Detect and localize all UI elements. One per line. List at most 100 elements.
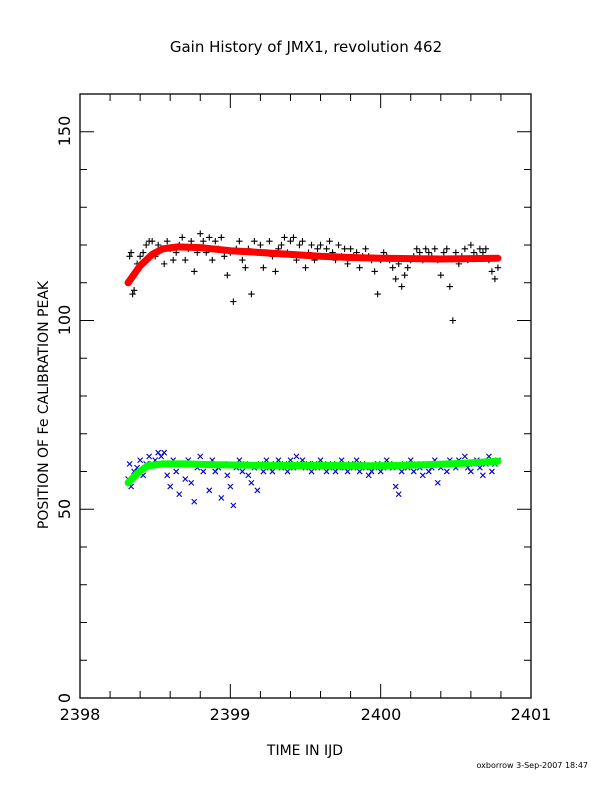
y-axis-label: POSITION OF Fe CALIBRATION PEAK	[36, 280, 52, 529]
fit-curve	[124, 243, 502, 287]
data-point	[287, 457, 294, 464]
data-point	[218, 234, 225, 241]
x-axis-label: TIME IN IJD	[266, 743, 343, 759]
data-point	[269, 468, 276, 475]
data-point	[127, 249, 135, 256]
data-point	[284, 468, 291, 475]
data-point	[154, 241, 162, 249]
data-point	[338, 457, 345, 464]
x-tick-label: 2401	[511, 705, 552, 724]
data-point	[362, 245, 369, 252]
data-point	[398, 468, 405, 475]
axis-ticks	[79, 93, 532, 699]
data-point	[308, 468, 315, 475]
data-point	[443, 468, 450, 475]
data-point	[278, 241, 285, 249]
data-point	[395, 491, 402, 498]
data-point	[191, 268, 198, 275]
data-point	[248, 290, 255, 298]
data-point	[449, 317, 457, 324]
data-point	[287, 238, 294, 245]
data-point	[126, 253, 133, 260]
data-point	[170, 256, 177, 264]
data-point	[296, 241, 303, 249]
data-point	[188, 479, 195, 486]
data-point	[137, 457, 144, 464]
data-point	[491, 275, 499, 283]
footer-stamp: oxborrow 3-Sep-2007 18:47	[477, 761, 589, 770]
data-point	[482, 245, 490, 252]
data-point	[224, 472, 231, 479]
data-point	[425, 249, 432, 256]
data-point	[139, 249, 147, 256]
data-point	[209, 256, 216, 264]
data-point	[470, 249, 478, 256]
data-point	[398, 283, 405, 290]
data-point	[461, 245, 469, 252]
data-point	[254, 487, 261, 494]
data-point	[299, 457, 306, 464]
data-point	[422, 245, 429, 252]
data-point	[218, 494, 225, 501]
data-point	[173, 468, 180, 475]
data-point	[160, 260, 168, 268]
x-tick-label: 2400	[361, 705, 402, 724]
data-point	[230, 298, 237, 305]
data-point	[266, 238, 273, 245]
data-point	[446, 283, 454, 290]
data-point	[389, 264, 396, 271]
data-point	[212, 238, 219, 245]
data-point	[374, 290, 381, 298]
data-point	[200, 238, 207, 245]
data-point	[488, 268, 496, 275]
data-point	[302, 264, 309, 271]
data-point	[413, 245, 420, 252]
data-point	[164, 472, 171, 479]
data-point	[242, 264, 249, 271]
y-tick-label: 100	[55, 305, 74, 336]
data-point	[142, 241, 150, 249]
data-point	[335, 241, 342, 249]
chart-title: Gain History of JMX1, revolution 462	[170, 38, 442, 56]
data-point	[179, 234, 186, 241]
data-point	[230, 502, 237, 509]
data-point	[452, 249, 460, 256]
data-point	[380, 249, 387, 256]
data-point	[440, 249, 448, 256]
data-point	[146, 453, 153, 460]
data-point	[167, 483, 174, 490]
data-point	[221, 253, 228, 260]
data-point	[126, 461, 133, 467]
plot-frame	[79, 93, 532, 699]
data-point	[494, 264, 502, 271]
data-point	[437, 272, 444, 279]
data-point	[200, 468, 207, 475]
data-point	[239, 256, 246, 264]
data-point	[410, 468, 417, 475]
data-point	[136, 253, 144, 260]
data-point	[323, 245, 330, 252]
data-point	[191, 498, 198, 505]
data-point	[476, 245, 484, 252]
data-point	[479, 249, 487, 256]
data-point	[281, 234, 288, 241]
data-point	[129, 290, 136, 298]
data-point	[356, 468, 363, 475]
data-point	[130, 287, 138, 294]
data-point	[479, 472, 486, 479]
y-tick-label: 0	[55, 693, 74, 703]
data-point	[299, 238, 306, 245]
data-point	[236, 238, 243, 245]
data-point	[344, 468, 351, 475]
data-point	[314, 245, 321, 252]
data-point	[272, 268, 279, 275]
data-point	[197, 230, 204, 237]
data-point	[356, 264, 363, 271]
data-point	[224, 272, 231, 279]
data-point	[188, 238, 195, 245]
data-point	[344, 260, 351, 268]
data-point	[488, 468, 495, 475]
data-point	[461, 453, 468, 460]
data-point	[260, 468, 267, 475]
